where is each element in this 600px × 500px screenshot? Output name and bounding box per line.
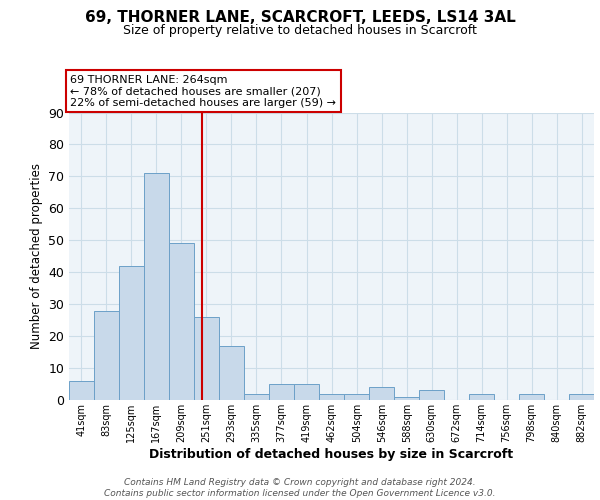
Bar [344, 394, 369, 400]
Bar [269, 384, 294, 400]
Bar [169, 244, 194, 400]
Bar [519, 394, 544, 400]
Bar [294, 384, 319, 400]
Bar [569, 394, 594, 400]
Bar [419, 390, 444, 400]
Bar [244, 394, 269, 400]
Bar [94, 310, 119, 400]
Bar [119, 266, 144, 400]
Bar [219, 346, 244, 400]
Bar [194, 317, 219, 400]
Y-axis label: Number of detached properties: Number of detached properties [29, 163, 43, 350]
Bar [469, 394, 494, 400]
Bar [69, 381, 94, 400]
Text: 69, THORNER LANE, SCARCROFT, LEEDS, LS14 3AL: 69, THORNER LANE, SCARCROFT, LEEDS, LS14… [85, 10, 515, 25]
Text: Contains HM Land Registry data © Crown copyright and database right 2024.
Contai: Contains HM Land Registry data © Crown c… [104, 478, 496, 498]
Text: Size of property relative to detached houses in Scarcroft: Size of property relative to detached ho… [123, 24, 477, 37]
Bar [144, 173, 169, 400]
X-axis label: Distribution of detached houses by size in Scarcroft: Distribution of detached houses by size … [149, 448, 514, 460]
Bar [369, 387, 394, 400]
Bar [319, 394, 344, 400]
Bar [394, 397, 419, 400]
Text: 69 THORNER LANE: 264sqm
← 78% of detached houses are smaller (207)
22% of semi-d: 69 THORNER LANE: 264sqm ← 78% of detache… [70, 74, 336, 108]
